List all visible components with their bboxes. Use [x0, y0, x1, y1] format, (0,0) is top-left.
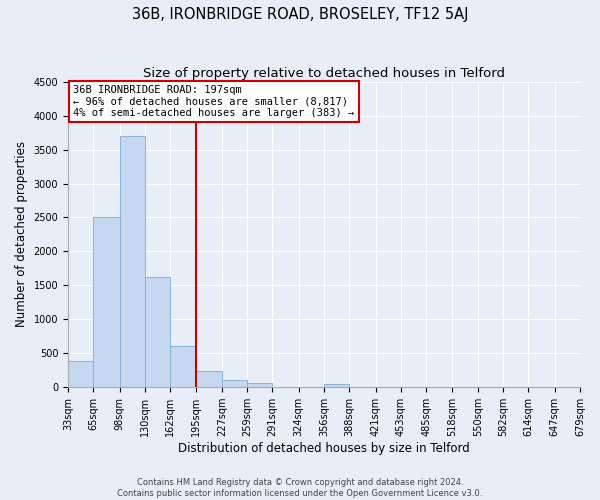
Bar — [119, 136, 145, 387]
Title: Size of property relative to detached houses in Telford: Size of property relative to detached ho… — [143, 68, 505, 80]
Text: 36B IRONBRIDGE ROAD: 197sqm
← 96% of detached houses are smaller (8,817)
4% of s: 36B IRONBRIDGE ROAD: 197sqm ← 96% of det… — [73, 84, 355, 118]
Bar — [196, 371, 222, 387]
Bar — [68, 362, 94, 387]
Bar — [94, 218, 119, 387]
X-axis label: Distribution of detached houses by size in Telford: Distribution of detached houses by size … — [178, 442, 470, 455]
Text: Contains HM Land Registry data © Crown copyright and database right 2024.
Contai: Contains HM Land Registry data © Crown c… — [118, 478, 482, 498]
Bar — [170, 346, 196, 387]
Bar — [324, 384, 349, 387]
Bar — [222, 380, 247, 387]
Y-axis label: Number of detached properties: Number of detached properties — [15, 142, 28, 328]
Text: 36B, IRONBRIDGE ROAD, BROSELEY, TF12 5AJ: 36B, IRONBRIDGE ROAD, BROSELEY, TF12 5AJ — [132, 8, 468, 22]
Bar — [145, 277, 170, 387]
Bar — [247, 383, 272, 387]
